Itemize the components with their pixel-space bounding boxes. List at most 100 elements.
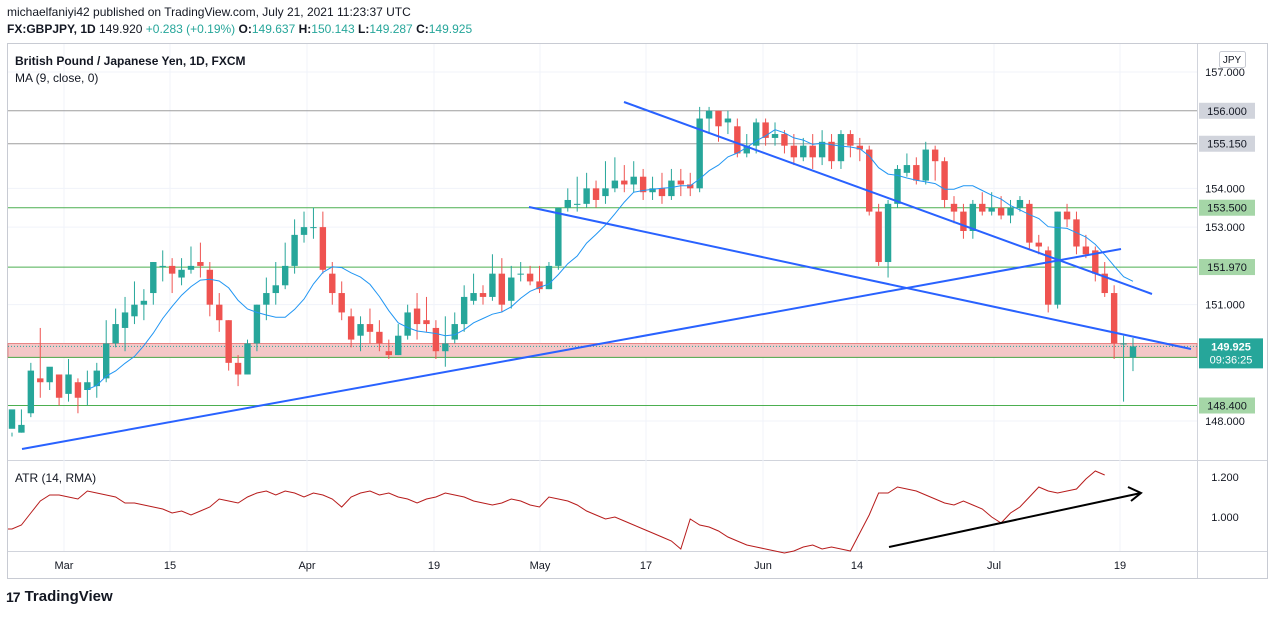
candle-body	[423, 320, 430, 325]
candle-body	[771, 134, 779, 138]
candle-body	[253, 304, 261, 344]
candle-body	[8, 409, 16, 429]
price-axis-ticks: 157.000 154.000 153.000 151.000 148.000	[1205, 67, 1245, 428]
currency-badge[interactable]	[1219, 51, 1246, 68]
candle-body	[592, 188, 600, 200]
rising-trendline[interactable]	[21, 248, 1122, 450]
candle-body	[347, 316, 355, 340]
level-label-bg	[1199, 199, 1255, 216]
candle-body	[1092, 250, 1099, 274]
level-label-bg	[1199, 135, 1255, 152]
candle-body	[979, 203, 986, 212]
last-price-value: 149.925	[1211, 341, 1251, 353]
last-price: 149.920	[99, 22, 143, 36]
candle-body	[1101, 273, 1108, 294]
chart-title: British Pound / Japanese Yen, 1D, FXCM	[15, 54, 246, 68]
falling-trendline-lower[interactable]	[528, 206, 1192, 350]
level-label-bg	[1199, 102, 1255, 119]
candle-body	[574, 203, 581, 205]
low-label: L:	[358, 22, 370, 36]
candle-body	[950, 203, 958, 212]
candle-body	[790, 145, 798, 158]
candle-body	[460, 296, 468, 325]
symbol-label: FX:GBPJPY, 1D	[7, 22, 96, 36]
candle-body	[649, 188, 656, 193]
tradingview-logo-icon: 17	[6, 588, 21, 605]
candle-body	[310, 227, 317, 229]
candle-body	[856, 145, 863, 150]
candle-body	[894, 168, 901, 204]
candle-body	[27, 370, 35, 414]
candle-body	[696, 118, 703, 189]
ma-line	[87, 129, 1134, 391]
candle-body	[300, 227, 308, 235]
time-label-15: 15	[164, 560, 176, 572]
candle-body	[1082, 246, 1090, 255]
price-tick: 153.000	[1205, 222, 1245, 234]
candle-body	[800, 145, 807, 158]
candle-body	[159, 265, 166, 267]
candle-body	[818, 141, 826, 158]
candle-body	[216, 304, 223, 321]
open-label: O:	[238, 22, 252, 36]
candle-body	[479, 293, 487, 297]
candle-body	[866, 149, 873, 212]
candle-body	[498, 273, 506, 305]
level-label-156.000: 156.000	[1207, 106, 1247, 118]
time-axis-labels: Mar 15 Apr 19 May 17 Jun 14 Jul 19	[55, 560, 1127, 572]
time-label-19: 19	[1114, 560, 1126, 572]
candle-body	[828, 141, 835, 162]
horizontal-levels[interactable]	[8, 110, 1197, 407]
level-label-148.400: 148.400	[1207, 401, 1247, 413]
candle-body	[734, 126, 741, 154]
candle-body	[752, 122, 760, 146]
candle-body	[687, 184, 694, 189]
level-label-155.150: 155.150	[1207, 139, 1247, 151]
candle-body	[18, 424, 25, 433]
time-label-Apr: Apr	[298, 560, 315, 572]
countdown: 09:36:25	[1210, 354, 1253, 366]
candle-body	[1120, 343, 1127, 345]
candle-body	[470, 293, 477, 301]
candle-body	[564, 199, 571, 208]
open-value: 149.637	[251, 22, 296, 36]
time-label-14: 14	[851, 560, 863, 572]
atr-axis-ticks: 1.200 1.000	[1211, 472, 1239, 524]
atr-line	[8, 470, 1105, 554]
candle-body	[508, 277, 515, 301]
candle-body	[1026, 203, 1033, 243]
trend-lines[interactable]	[21, 101, 1192, 450]
candle-body	[583, 188, 590, 204]
candle-body	[536, 281, 543, 290]
price-change: +0.283 (+0.19%)	[145, 22, 236, 36]
atr-tick: 1.200	[1211, 472, 1239, 484]
close-value: 149.925	[428, 22, 473, 36]
candle-body	[705, 110, 713, 119]
candle-body	[319, 227, 327, 270]
falling-trendline-upper[interactable]	[623, 101, 1153, 295]
ma-legend: MA (9, close, 0)	[15, 71, 98, 85]
candles	[8, 106, 1137, 437]
candle-body	[1063, 211, 1071, 220]
candle-body	[338, 293, 345, 313]
candle-body	[922, 149, 929, 181]
candle-body	[1054, 211, 1061, 305]
candle-body	[197, 262, 204, 266]
candle-body	[281, 265, 289, 286]
candle-body	[178, 269, 185, 278]
candle-body	[931, 149, 939, 162]
candle-body	[809, 145, 816, 158]
candle-body	[903, 165, 911, 173]
candle-body	[621, 180, 628, 185]
candle-body	[225, 320, 232, 363]
ohlc-header: FX:GBPJPY, 1D 149.920 +0.283 (+0.19%) O:…	[7, 22, 472, 36]
candle-body	[1129, 346, 1137, 358]
atr-legend: ATR (14, RMA)	[15, 471, 96, 485]
candle-body	[884, 203, 892, 263]
candle-body	[376, 331, 383, 344]
candle-body	[630, 176, 637, 185]
candle-body	[997, 207, 1005, 216]
candle-body	[781, 134, 788, 146]
